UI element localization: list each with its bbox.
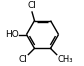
Text: Cl: Cl [28,1,36,10]
Text: CH₃: CH₃ [58,55,73,64]
Text: Cl: Cl [18,55,27,64]
Text: HO: HO [5,30,18,39]
